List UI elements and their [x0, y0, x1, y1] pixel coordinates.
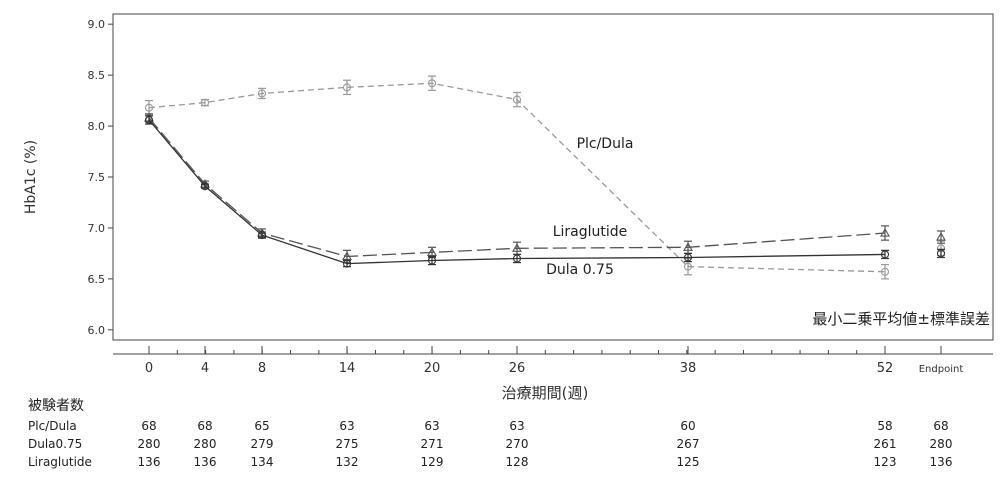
data-point — [342, 251, 352, 261]
data-point — [880, 227, 890, 237]
subjects-row-label: Liraglutide — [28, 455, 92, 469]
series-label: Liraglutide — [553, 224, 628, 240]
subjects-count: 58 — [877, 419, 892, 433]
subjects-count: 261 — [874, 437, 897, 451]
x-axis-label: 治療期間(週) — [502, 384, 589, 402]
subjects-count: 271 — [421, 437, 444, 451]
x-tick-label: 52 — [877, 361, 894, 376]
subjects-count: 123 — [874, 455, 897, 469]
data-point — [880, 250, 890, 259]
y-tick-label: 7.0 — [88, 222, 106, 235]
x-tick-label: 26 — [509, 361, 526, 376]
subjects-count: 129 — [421, 455, 444, 469]
data-point — [936, 249, 946, 258]
y-tick-label: 6.0 — [88, 324, 106, 337]
data-point — [342, 259, 352, 268]
data-point — [427, 247, 437, 256]
subjects-count: 275 — [336, 437, 359, 451]
y-tick-label: 8.0 — [88, 120, 106, 133]
data-point — [880, 267, 890, 276]
series-dula-0-75 — [144, 115, 946, 268]
x-tick-label: 4 — [201, 361, 209, 376]
subjects-count: 136 — [930, 455, 953, 469]
subjects-count: 63 — [339, 419, 354, 433]
subjects-count: 134 — [251, 455, 274, 469]
x-tick-label: Endpoint — [919, 364, 964, 375]
subjects-count: 65 — [254, 419, 269, 433]
subjects-title: 被験者数 — [28, 398, 84, 414]
data-point — [683, 242, 693, 251]
series-label: Dula 0.75 — [546, 262, 614, 278]
subjects-count: 279 — [251, 437, 274, 451]
data-point — [257, 231, 267, 240]
subjects-count: 280 — [930, 437, 953, 451]
data-point — [257, 89, 267, 98]
subjects-count: 132 — [336, 455, 359, 469]
series-line — [148, 117, 886, 258]
subjects-count: 63 — [424, 419, 439, 433]
y-tick-label: 7.5 — [88, 171, 106, 184]
subjects-count: 136 — [194, 455, 217, 469]
subjects-count: 280 — [194, 437, 217, 451]
data-point — [683, 262, 693, 271]
data-point — [512, 95, 522, 104]
series-plc-dula — [144, 75, 946, 280]
subjects-count: 68 — [933, 419, 948, 433]
series-label: Plc/Dula — [577, 136, 634, 152]
data-point — [427, 256, 437, 265]
subjects-row-label: Dula0.75 — [28, 437, 82, 451]
plot-frame — [112, 13, 994, 341]
data-point — [200, 182, 210, 191]
data-point — [512, 254, 522, 263]
data-point — [342, 83, 352, 92]
series-line — [148, 82, 886, 273]
subjects-count: 270 — [506, 437, 529, 451]
data-point — [200, 98, 210, 107]
series-liraglutide — [144, 112, 946, 264]
data-point — [144, 115, 154, 124]
data-point — [512, 243, 522, 252]
data-point — [683, 253, 693, 262]
series-line — [148, 119, 886, 265]
x-tick-label: 38 — [680, 361, 697, 376]
subjects-count: 63 — [509, 419, 524, 433]
x-tick-label: 14 — [339, 361, 356, 376]
subjects-count: 280 — [138, 437, 161, 451]
annotation: 最小二乗平均値±標準誤差 — [812, 310, 990, 328]
x-tick-label: 0 — [145, 361, 153, 376]
y-tick-label: 8.5 — [88, 69, 106, 82]
data-point — [936, 231, 946, 241]
subjects-count: 68 — [197, 419, 212, 433]
x-tick-label: 20 — [424, 361, 441, 376]
data-point — [427, 79, 437, 88]
data-point — [144, 103, 154, 112]
y-tick-label: 6.5 — [88, 273, 106, 286]
y-axis-label: HbA1c (%) — [23, 140, 39, 214]
y-tick-label: 9.0 — [88, 18, 106, 31]
x-tick-label: 8 — [258, 361, 266, 376]
subjects-count: 68 — [141, 419, 156, 433]
subjects-count: 60 — [680, 419, 695, 433]
subjects-count: 128 — [506, 455, 529, 469]
subjects-count: 125 — [677, 455, 700, 469]
subjects-row-label: Plc/Dula — [28, 419, 77, 433]
subjects-count: 267 — [677, 437, 700, 451]
subjects-count: 136 — [138, 455, 161, 469]
